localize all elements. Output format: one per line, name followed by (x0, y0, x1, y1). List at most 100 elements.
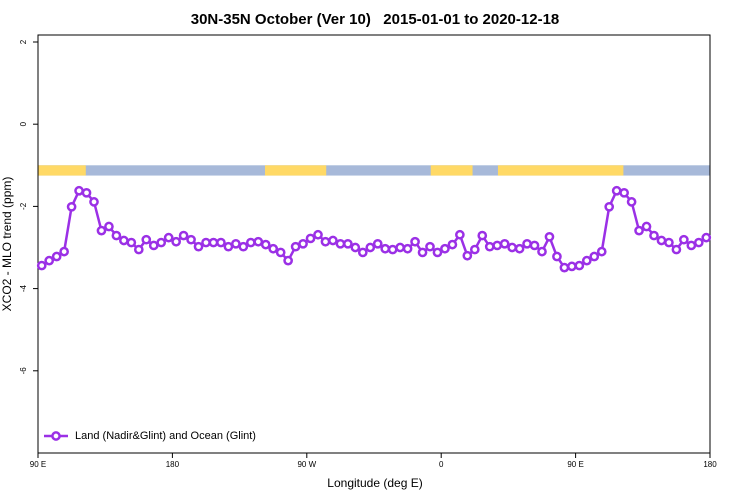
y-tick-label: -4 (19, 284, 28, 292)
data-point (365, 242, 376, 253)
data-point (298, 238, 308, 249)
data-point (581, 255, 592, 266)
x-tick-label: 90 W (297, 460, 316, 469)
data-point (283, 255, 293, 266)
data-point (178, 230, 189, 241)
data-point (223, 241, 234, 252)
data-point (402, 243, 413, 254)
data-point (507, 242, 517, 253)
data-point (335, 238, 346, 249)
data-point (492, 240, 503, 251)
data-point (156, 237, 167, 248)
land-band (264, 165, 327, 176)
data-point (193, 241, 204, 252)
data-point (104, 221, 114, 232)
data-point (74, 185, 84, 196)
data-point (141, 234, 152, 245)
data-point (126, 237, 137, 248)
chart-title: 30N-35N October (Ver 10) 2015-01-01 to 2… (191, 11, 560, 28)
data-point (417, 247, 428, 258)
data-point (208, 237, 219, 248)
data-point (529, 240, 540, 251)
data-point (89, 197, 99, 207)
data-point (455, 229, 465, 240)
data-point (619, 187, 629, 198)
plot-frame (37, 34, 711, 454)
data-point (245, 237, 256, 248)
data-point (432, 247, 443, 258)
data-point (231, 238, 241, 249)
data-point (253, 236, 264, 247)
y-axis-label: XCO2 - MLO trend (ppm) (0, 177, 14, 312)
data-point (469, 244, 480, 255)
data-point (380, 243, 391, 254)
data-point (66, 201, 77, 212)
data-point (343, 238, 353, 249)
data-point (163, 232, 174, 243)
land-band (497, 165, 624, 176)
data-point (410, 236, 420, 247)
data-point (313, 229, 323, 240)
data-point (111, 230, 122, 241)
data-point (186, 234, 196, 245)
y-tick-label: 2 (19, 39, 28, 44)
data-point (664, 237, 674, 248)
series-line (41, 189, 707, 269)
data-point (611, 185, 622, 196)
land-band (430, 165, 473, 176)
data-point (514, 243, 525, 254)
data-point (484, 241, 495, 252)
data-point (320, 236, 331, 247)
data-point (462, 250, 473, 261)
data-point (350, 242, 361, 253)
data-point (275, 247, 286, 258)
legend-marker (51, 431, 61, 441)
data-point (693, 237, 704, 248)
data-point (81, 187, 92, 198)
data-point (51, 251, 62, 262)
data-point (260, 239, 271, 250)
data-point (59, 246, 69, 257)
data-point (133, 244, 144, 255)
data-point (604, 201, 615, 212)
legend-label: Land (Nadir&Glint) and Ocean (Glint) (75, 430, 256, 442)
data-point (171, 236, 181, 247)
x-tick-label: 180 (703, 460, 717, 469)
data-point (440, 243, 450, 254)
data-point (596, 246, 607, 257)
data-point (447, 239, 458, 250)
data-point (671, 244, 682, 255)
data-point (238, 241, 249, 252)
data-point (641, 221, 652, 232)
data-point (589, 251, 600, 262)
data-point (305, 233, 316, 244)
data-point (552, 251, 562, 262)
data-point (656, 235, 667, 246)
data-point (567, 261, 577, 272)
data-point (357, 247, 368, 258)
data-point (290, 241, 301, 252)
data-point (201, 237, 211, 248)
x-tick-label: 180 (166, 460, 180, 469)
data-point (372, 238, 383, 249)
data-point (649, 230, 659, 241)
data-point (425, 241, 435, 252)
data-point (634, 225, 644, 236)
data-point (686, 240, 697, 251)
y-tick-label: 0 (19, 121, 28, 126)
data-point (537, 246, 547, 257)
data-point (36, 260, 47, 271)
data-point (328, 235, 338, 246)
ocean-band (38, 165, 710, 176)
data-point (387, 244, 398, 255)
data-point (522, 238, 532, 249)
y-tick-label: -2 (19, 202, 28, 210)
data-point (395, 242, 405, 253)
x-tick-label: 90 E (30, 460, 46, 469)
data-point (679, 234, 689, 245)
data-point (477, 230, 488, 241)
data-point (216, 237, 226, 248)
data-point (268, 243, 279, 254)
data-point (119, 235, 129, 246)
